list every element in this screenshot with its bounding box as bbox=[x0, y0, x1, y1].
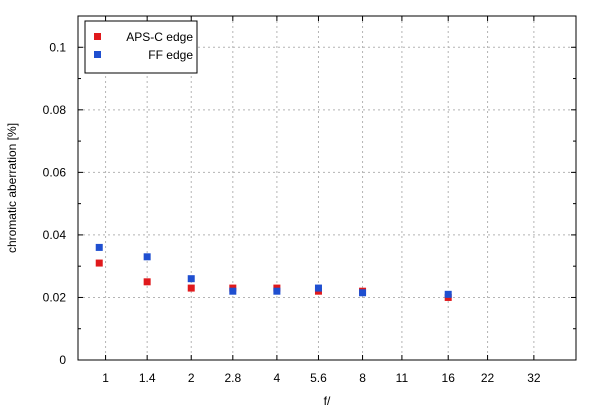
ff-point bbox=[229, 287, 237, 295]
y-tick-label: 0.08 bbox=[43, 103, 67, 117]
ff-point bbox=[444, 290, 452, 298]
x-tick-label: 8 bbox=[359, 371, 366, 385]
x-tick-label: 22 bbox=[481, 371, 495, 385]
plot-frame bbox=[77, 15, 577, 361]
legend-swatch-aps-c bbox=[94, 33, 101, 40]
x-tick-label: 16 bbox=[442, 371, 456, 385]
x-tick-labels: 1 1.4 2 2.8 4 5.6 8 11 16 22 32 bbox=[102, 371, 541, 385]
axis-ticks bbox=[78, 16, 576, 361]
legend-box bbox=[84, 20, 198, 74]
x-axis-title: f/ bbox=[324, 394, 331, 408]
y-tick-label: 0.02 bbox=[43, 290, 67, 304]
y-tick-labels: 0 0.02 0.04 0.06 0.08 0.1 bbox=[43, 40, 67, 367]
x-tick-label: 1 bbox=[102, 371, 109, 385]
x-tick-label: 4 bbox=[274, 371, 281, 385]
x-tick-label: 5.6 bbox=[310, 371, 327, 385]
y-tick-label: 0 bbox=[59, 353, 66, 367]
x-tick-label: 2 bbox=[188, 371, 195, 385]
legend: APS-C edge FF edge bbox=[84, 20, 198, 74]
ff-point bbox=[314, 284, 322, 292]
legend-label-ff: FF edge bbox=[148, 48, 193, 62]
grid bbox=[78, 16, 576, 360]
x-tick-label: 32 bbox=[527, 371, 541, 385]
y-tick-label: 0.1 bbox=[49, 40, 66, 54]
aps-c-point bbox=[95, 259, 103, 267]
ff-point bbox=[273, 287, 281, 295]
x-tick-label: 11 bbox=[396, 371, 409, 385]
legend-swatch-ff bbox=[94, 51, 101, 58]
ff-point bbox=[143, 253, 151, 261]
y-axis-title: chromatic aberration [%] bbox=[5, 123, 19, 253]
aps-c-point bbox=[143, 278, 151, 286]
aps-c-point bbox=[187, 284, 195, 292]
y-tick-label: 0.04 bbox=[43, 228, 67, 242]
ff-point bbox=[359, 289, 367, 297]
legend-label-aps-c: APS-C edge bbox=[126, 30, 193, 44]
y-tick-label: 0.06 bbox=[43, 165, 67, 179]
ff-point bbox=[187, 275, 195, 283]
x-tick-label: 1.4 bbox=[139, 371, 156, 385]
ff-point bbox=[95, 243, 103, 251]
x-tick-label: 2.8 bbox=[224, 371, 241, 385]
data-points bbox=[95, 243, 452, 301]
